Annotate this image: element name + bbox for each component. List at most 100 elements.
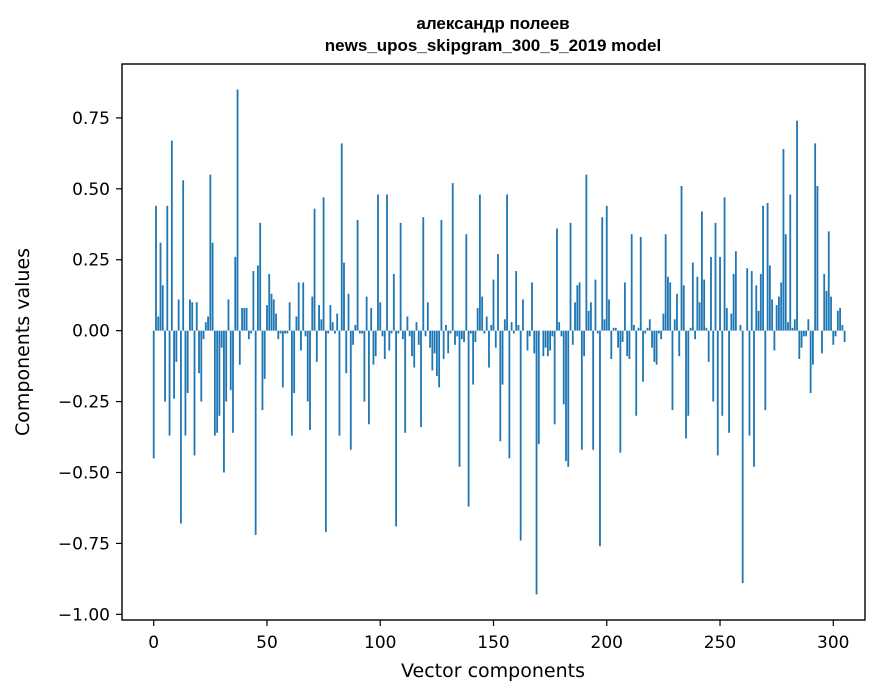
bar bbox=[750, 271, 753, 331]
bar bbox=[361, 330, 364, 334]
bar bbox=[198, 330, 200, 374]
bar bbox=[619, 330, 622, 453]
bar bbox=[798, 330, 801, 360]
bar bbox=[315, 330, 318, 362]
bar bbox=[707, 330, 710, 362]
bar bbox=[408, 330, 411, 337]
bar bbox=[669, 282, 672, 331]
bar bbox=[451, 183, 454, 331]
bar bbox=[571, 330, 574, 345]
bar bbox=[542, 330, 545, 357]
bar bbox=[442, 330, 445, 360]
bar bbox=[730, 313, 733, 331]
bar bbox=[719, 256, 721, 331]
bar bbox=[499, 330, 502, 442]
bar bbox=[334, 330, 336, 334]
bar bbox=[617, 330, 619, 348]
bar bbox=[614, 327, 617, 331]
bar bbox=[168, 330, 171, 436]
bar bbox=[723, 197, 726, 331]
bar bbox=[379, 302, 382, 331]
bar bbox=[775, 305, 778, 331]
bar bbox=[780, 282, 783, 331]
bar bbox=[213, 330, 216, 436]
bar bbox=[164, 330, 166, 402]
bars-group bbox=[152, 89, 846, 595]
bar bbox=[397, 330, 400, 334]
bar bbox=[472, 330, 475, 385]
bar bbox=[252, 271, 255, 331]
bar bbox=[657, 330, 660, 334]
bar bbox=[336, 313, 339, 331]
bar bbox=[476, 307, 479, 331]
x-axis: 0 50 100 150 200 250 300 bbox=[148, 620, 850, 653]
bar bbox=[805, 330, 808, 337]
bar bbox=[266, 305, 268, 331]
bar bbox=[789, 194, 792, 331]
bar bbox=[667, 276, 669, 331]
bar bbox=[268, 273, 271, 331]
bar bbox=[195, 302, 198, 331]
bar bbox=[580, 330, 583, 450]
bar bbox=[406, 316, 409, 331]
bar bbox=[576, 285, 579, 331]
bar bbox=[510, 322, 513, 331]
bar bbox=[474, 330, 477, 342]
y-tick-label: 0.75 bbox=[72, 109, 110, 129]
bar bbox=[386, 194, 388, 331]
bar bbox=[365, 296, 368, 331]
y-tick-label: −0.25 bbox=[58, 393, 110, 413]
bar bbox=[698, 302, 701, 331]
bar bbox=[533, 330, 536, 354]
bar bbox=[560, 330, 563, 337]
bar bbox=[807, 319, 810, 331]
bar bbox=[209, 174, 212, 331]
bar bbox=[216, 330, 219, 433]
bar bbox=[506, 194, 508, 331]
bar bbox=[732, 273, 735, 331]
bar bbox=[705, 327, 708, 331]
bar bbox=[318, 305, 320, 331]
bar bbox=[223, 330, 225, 473]
bar bbox=[479, 194, 481, 331]
bar bbox=[236, 89, 239, 331]
bar bbox=[290, 330, 293, 436]
bar bbox=[621, 330, 624, 342]
x-tick-label: 150 bbox=[477, 633, 509, 653]
bar bbox=[648, 319, 651, 331]
bar bbox=[574, 302, 576, 331]
bar bbox=[725, 307, 728, 331]
bar bbox=[329, 305, 332, 331]
bar bbox=[286, 330, 289, 334]
bar bbox=[508, 330, 511, 459]
bar bbox=[170, 140, 173, 331]
bar bbox=[232, 330, 234, 433]
bar bbox=[816, 185, 819, 331]
bar bbox=[426, 302, 429, 331]
bar bbox=[836, 310, 839, 331]
bar bbox=[279, 330, 282, 334]
bar bbox=[639, 237, 642, 331]
bar bbox=[463, 330, 465, 342]
bar bbox=[343, 262, 345, 331]
bar bbox=[746, 268, 749, 331]
bar bbox=[295, 316, 298, 331]
bar bbox=[800, 330, 803, 348]
bar bbox=[710, 256, 712, 331]
bar bbox=[157, 316, 160, 331]
bar bbox=[166, 205, 169, 331]
bar bbox=[787, 322, 789, 331]
bar bbox=[454, 330, 456, 345]
bar bbox=[340, 143, 343, 331]
bar bbox=[161, 285, 164, 331]
bar bbox=[689, 327, 692, 331]
bar bbox=[823, 273, 826, 331]
bar bbox=[664, 234, 667, 331]
bar bbox=[449, 330, 452, 334]
bar bbox=[254, 330, 257, 535]
bar bbox=[401, 330, 404, 340]
bar bbox=[712, 330, 715, 402]
x-tick-label: 300 bbox=[817, 633, 849, 653]
bar bbox=[546, 330, 549, 357]
bar bbox=[245, 307, 248, 331]
